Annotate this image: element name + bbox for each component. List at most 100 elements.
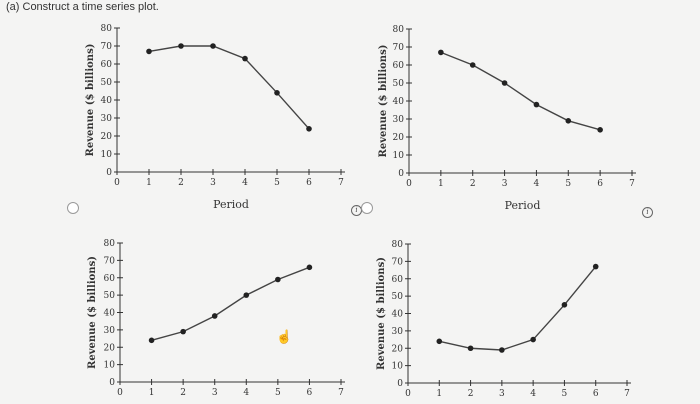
- data-point: [592, 263, 599, 270]
- series-line: [151, 266, 310, 341]
- data-point: [211, 313, 218, 319]
- x-tick-label: 7: [338, 178, 344, 188]
- data-point: [469, 62, 476, 68]
- option-b-info-icon[interactable]: i: [642, 207, 653, 218]
- x-tick-label: 2: [470, 179, 476, 189]
- x-tick-label: 1: [149, 388, 155, 398]
- x-tick-label: 6: [593, 389, 599, 399]
- y-tick-label: 50: [104, 291, 116, 301]
- x-tick-label: 5: [274, 178, 280, 188]
- x-tick-label: 6: [597, 179, 603, 189]
- y-tick-label: 0: [106, 168, 112, 178]
- x-tick-label: 5: [565, 179, 571, 189]
- data-point: [530, 336, 536, 343]
- data-point: [274, 90, 280, 96]
- x-tick-label: 1: [146, 178, 152, 188]
- data-point: [306, 264, 313, 271]
- x-tick-label: 1: [438, 179, 444, 189]
- y-tick-label: 60: [104, 274, 116, 284]
- x-tick-label: 3: [212, 388, 218, 398]
- x-tick-label: 4: [242, 178, 248, 188]
- x-tick-label: 0: [114, 178, 120, 188]
- y-tick-label: 60: [392, 275, 404, 285]
- data-point: [499, 347, 505, 353]
- y-tick-label: 40: [392, 310, 404, 320]
- y-tick-label: 0: [397, 379, 403, 389]
- data-point: [275, 276, 281, 283]
- y-tick-label: 30: [393, 115, 405, 125]
- data-point: [501, 80, 508, 86]
- data-point: [561, 302, 568, 308]
- data-point: [436, 338, 443, 345]
- x-tick-label: 3: [210, 178, 216, 188]
- y-tick-label: 40: [104, 309, 116, 319]
- series-line: [440, 51, 601, 131]
- y-tick-label: 70: [104, 256, 116, 266]
- y-tick-label: 0: [398, 169, 404, 179]
- x-tick-label: 7: [624, 389, 630, 399]
- option-a-radio[interactable]: [67, 202, 79, 214]
- data-point: [565, 118, 572, 124]
- y-tick-label: 20: [392, 344, 404, 354]
- data-point: [242, 55, 248, 62]
- y-tick-label: 70: [393, 43, 405, 53]
- y-axis-label: Revenue ($ billions): [85, 44, 96, 157]
- data-point: [178, 43, 184, 49]
- data-point: [533, 101, 540, 108]
- y-tick-label: 0: [109, 378, 115, 388]
- x-tick-label: 1: [436, 389, 442, 399]
- x-tick-label: 2: [180, 388, 186, 398]
- y-tick-label: 80: [104, 239, 116, 249]
- x-tick-label: 0: [406, 179, 412, 189]
- x-tick-label: 5: [562, 389, 568, 399]
- y-tick-label: 60: [393, 61, 405, 71]
- x-tick-label: 5: [275, 388, 281, 398]
- y-tick-label: 30: [101, 114, 113, 124]
- y-tick-label: 10: [393, 151, 405, 161]
- y-tick-label: 50: [101, 78, 113, 88]
- hand-pointer-icon: ☝: [276, 329, 293, 344]
- x-tick-label: 4: [534, 179, 540, 189]
- x-tick-label: 3: [502, 179, 508, 189]
- y-axis-label: Revenue ($ billions): [376, 257, 387, 370]
- y-tick-label: 10: [104, 361, 116, 371]
- y-tick-label: 80: [101, 24, 113, 34]
- y-tick-label: 40: [101, 96, 113, 106]
- x-tick-label: 4: [530, 389, 536, 399]
- data-point: [146, 48, 152, 55]
- x-axis-label: Period: [505, 199, 541, 212]
- y-tick-label: 70: [392, 257, 404, 267]
- y-tick-label: 30: [104, 326, 116, 336]
- y-tick-label: 70: [101, 42, 113, 52]
- y-tick-label: 20: [393, 133, 405, 143]
- y-tick-label: 20: [104, 343, 116, 353]
- y-tick-label: 10: [392, 362, 404, 372]
- x-tick-label: 0: [405, 389, 411, 399]
- x-tick-label: 6: [307, 388, 313, 398]
- x-tick-label: 6: [306, 178, 312, 188]
- series-line: [439, 266, 597, 351]
- x-tick-label: 4: [243, 388, 249, 398]
- y-axis-label: Revenue ($ billions): [378, 45, 389, 158]
- data-point: [243, 292, 250, 298]
- y-tick-label: 10: [101, 150, 113, 160]
- x-tick-label: 0: [117, 388, 123, 398]
- data-point: [467, 345, 474, 352]
- y-tick-label: 20: [101, 132, 113, 142]
- y-tick-label: 30: [392, 327, 404, 337]
- y-tick-label: 40: [393, 97, 405, 107]
- data-point: [306, 126, 312, 132]
- x-tick-label: 7: [629, 179, 635, 189]
- x-tick-label: 3: [499, 389, 505, 399]
- y-tick-label: 50: [393, 79, 405, 89]
- y-tick-label: 80: [392, 240, 404, 250]
- y-axis-label: Revenue ($ billions): [87, 256, 98, 369]
- option-b-radio[interactable]: [361, 202, 373, 214]
- data-point: [180, 328, 186, 335]
- data-point: [210, 43, 216, 49]
- y-tick-label: 60: [101, 60, 113, 70]
- series-line: [148, 45, 310, 130]
- data-point: [597, 127, 603, 133]
- x-tick-label: 2: [468, 389, 474, 399]
